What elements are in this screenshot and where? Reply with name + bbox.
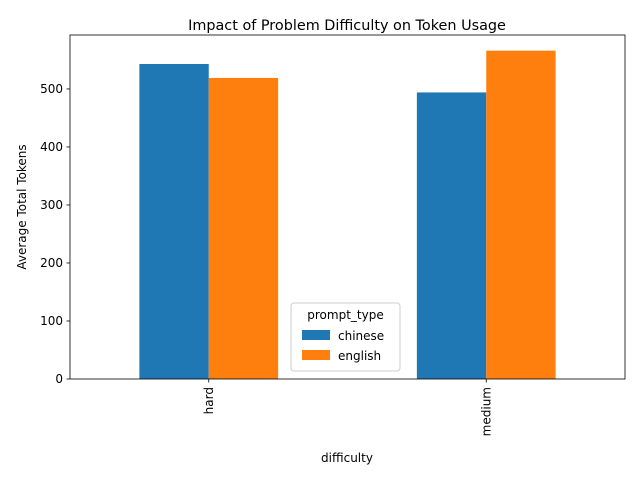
legend-swatch-chinese <box>302 330 330 340</box>
plot-area <box>69 34 626 380</box>
y-axis-label: Average Total Tokens <box>15 144 29 269</box>
bar-english-medium <box>486 50 556 380</box>
x-tick-label: hard <box>202 387 216 414</box>
y-tick-label: 500 <box>40 82 63 96</box>
legend-label-chinese: chinese <box>338 329 384 343</box>
x-axis-label: difficulty <box>321 451 373 465</box>
x-tick-label: medium <box>479 387 493 436</box>
bar-chinese-medium <box>416 92 487 379</box>
chart-title: Impact of Problem Difficulty on Token Us… <box>188 18 506 34</box>
y-tick-label: 100 <box>40 314 63 328</box>
y-tick-label: 0 <box>55 372 63 386</box>
bar-chinese-hard <box>139 64 209 379</box>
y-tick-label: 300 <box>40 198 63 212</box>
legend-swatch-english <box>302 350 330 360</box>
y-tick-label: 400 <box>40 140 63 154</box>
bar-english-hard <box>208 77 279 379</box>
legend-title: prompt_type <box>307 308 383 322</box>
y-tick-label: 200 <box>40 256 63 270</box>
legend-label-english: english <box>338 349 381 363</box>
x-axis: hard medium <box>202 379 493 436</box>
axes-frame <box>69 34 626 380</box>
y-axis: 0 100 200 300 400 500 <box>40 82 70 386</box>
